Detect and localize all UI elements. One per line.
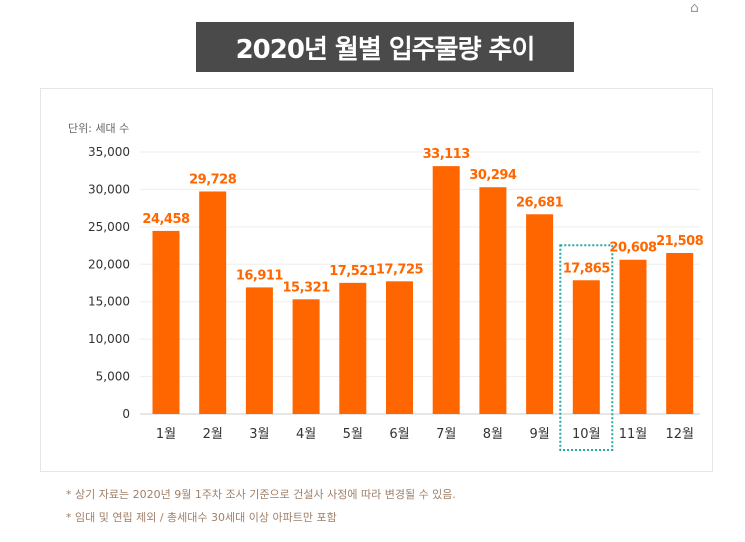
data-label: 17,725 [376, 262, 424, 277]
y-tick-label: 30,000 [88, 182, 130, 196]
bar [479, 187, 507, 414]
x-tick-label: 3월 [249, 427, 269, 442]
x-tick-label: 5월 [343, 427, 363, 442]
x-tick-label: 1월 [156, 427, 176, 442]
data-label: 29,728 [189, 172, 237, 187]
bar [432, 166, 460, 414]
x-tick-label: 7월 [436, 427, 456, 442]
unit-label: 단위: 세대 수 [68, 122, 130, 135]
data-label: 33,113 [423, 147, 471, 162]
bar [292, 299, 320, 414]
corner-icon: ⌂ [690, 0, 699, 16]
y-tick-label: 5,000 [96, 370, 130, 384]
x-tick-label: 2월 [203, 427, 223, 442]
note-1: * 상기 자료는 2020년 9월 1주차 조사 기준으로 건설사 사정에 따라… [66, 488, 456, 501]
y-tick-label: 35,000 [88, 145, 130, 159]
chart-title: 2020년 월별 입주물량 추이 [196, 22, 574, 72]
y-tick-label: 10,000 [88, 332, 130, 346]
x-tick-label: 10월 [572, 427, 601, 442]
x-tick-label: 8월 [483, 427, 503, 442]
x-tick-label: 9월 [529, 427, 549, 442]
y-tick-label: 0 [122, 407, 130, 421]
bar [245, 287, 273, 414]
x-tick-label: 4월 [296, 427, 316, 442]
x-tick-label: 11월 [619, 427, 648, 442]
bar [386, 281, 413, 414]
data-label: 17,865 [563, 261, 611, 276]
y-tick-label: 25,000 [88, 220, 130, 234]
data-label: 17,521 [329, 264, 377, 279]
data-label: 26,681 [516, 195, 564, 210]
data-label: 16,911 [236, 268, 284, 283]
data-label: 15,321 [283, 280, 331, 295]
data-label: 20,608 [609, 241, 657, 256]
y-tick-label: 15,000 [88, 295, 130, 309]
bar [666, 252, 694, 414]
bar [152, 230, 180, 414]
x-tick-label: 6월 [389, 427, 409, 442]
bar [572, 280, 600, 414]
highlight-box [559, 244, 614, 451]
note-2: * 임대 및 연립 제외 / 총세대수 30세대 이상 아파트만 포함 [66, 511, 337, 524]
bar [526, 214, 554, 414]
y-tick-label: 20,000 [88, 257, 130, 271]
data-label: 30,294 [469, 168, 517, 183]
data-label: 21,508 [656, 234, 704, 249]
data-label: 24,458 [142, 212, 190, 227]
x-tick-label: 12월 [665, 427, 694, 442]
bar [199, 191, 227, 414]
bar [339, 282, 367, 414]
bar [619, 259, 647, 414]
